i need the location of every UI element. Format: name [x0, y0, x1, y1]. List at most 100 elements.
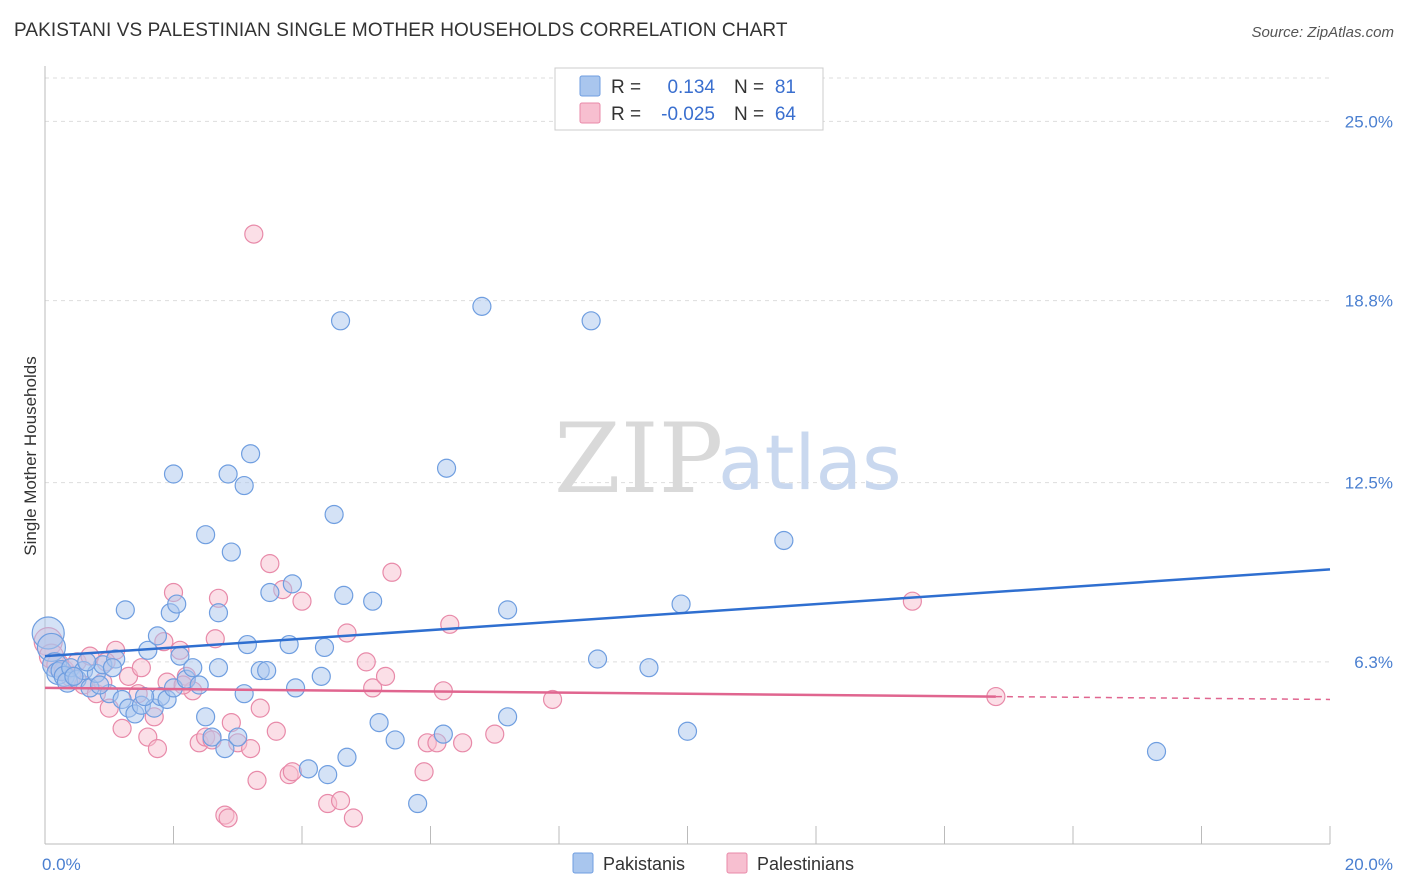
x-tick-label-1: 20.0% — [1345, 855, 1393, 874]
palestinian-point-33 — [241, 739, 261, 759]
palestinian-point-45 — [343, 808, 363, 828]
pakistani-point-80 — [134, 686, 155, 707]
legend-n-value-palestinians: 64 — [775, 104, 797, 125]
palestinian-points — [33, 224, 1006, 828]
pakistani-point-53 — [311, 666, 331, 686]
pakistani-point-52 — [298, 759, 319, 779]
pakistani-point-72 — [671, 594, 691, 614]
legend-swatch-palestinians — [579, 102, 601, 124]
palestinian-point-35 — [250, 698, 270, 718]
x-tick-label-0: 0.0% — [42, 855, 81, 874]
legend-label-palestinians: Palestinians — [757, 854, 854, 874]
y-tick-label-0: 6.3% — [1354, 653, 1393, 672]
palestinian-point-58 — [244, 224, 264, 244]
palestinian-point-48 — [375, 666, 396, 686]
pakistani-point-69 — [581, 311, 601, 331]
palestinian-point-56 — [485, 724, 505, 744]
palestinian-point-46 — [356, 652, 376, 672]
pakistani-point-39 — [196, 525, 216, 545]
pakistani-point-47 — [257, 660, 277, 681]
series-legend: Pakistanis Palestinians — [572, 852, 854, 874]
watermark-zip: ZIP — [554, 403, 723, 515]
palestinian-trend-extension — [995, 695, 1331, 701]
palestinian-point-50 — [414, 762, 434, 782]
legend-label-pakistanis: Pakistanis — [603, 854, 685, 874]
tick-labels: 6.3% 12.5% 18.8% 25.0% 0.0% 20.0% — [42, 112, 1393, 874]
pakistani-point-32 — [228, 727, 248, 747]
pakistani-point-29 — [202, 727, 222, 747]
y-axis-label: Single Mother Households — [21, 356, 40, 555]
y-tick-label-2: 18.8% — [1345, 292, 1393, 311]
pakistani-point-54 — [314, 637, 335, 658]
grid-lines — [45, 77, 1330, 663]
pakistani-point-33 — [234, 684, 254, 704]
palestinian-point-37 — [266, 721, 286, 741]
pakistani-point-66 — [472, 296, 492, 316]
pakistani-point-62 — [385, 730, 405, 750]
pakistani-point-74 — [774, 530, 794, 551]
palestinian-point-30 — [218, 808, 238, 828]
pakistani-point-60 — [363, 591, 383, 611]
pakistani-point-31 — [215, 739, 235, 759]
pakistani-point-77 — [77, 652, 97, 672]
legend-r-value-palestinians: -0.025 — [661, 104, 715, 125]
pakistani-point-55 — [318, 765, 338, 785]
pakistani-points — [31, 296, 1167, 814]
watermark: ZIP atlas — [554, 403, 902, 515]
pakistani-point-71 — [639, 658, 659, 678]
pakistani-point-26 — [183, 658, 203, 678]
palestinian-point-34 — [247, 770, 267, 791]
pakistani-point-34 — [115, 600, 135, 620]
palestinian-point-14 — [131, 658, 151, 678]
pakistani-point-43 — [234, 475, 254, 496]
legend-swatch-bottom-palestinians — [726, 852, 748, 874]
palestinian-point-36 — [260, 554, 280, 574]
pakistani-point-76 — [64, 666, 84, 686]
source-credit: Source: ZipAtlas.com — [1251, 24, 1394, 41]
pakistani-point-40 — [208, 603, 229, 623]
pakistani-point-28 — [196, 707, 216, 727]
pakistani-point-45 — [241, 444, 261, 464]
pakistani-point-70 — [587, 649, 608, 669]
legend-swatch-bottom-pakistanis — [572, 852, 594, 874]
chart-title: PAKISTANI VS PALESTINIAN SINGLE MOTHER H… — [14, 20, 788, 41]
palestinian-point-49 — [382, 562, 402, 582]
pakistani-point-79 — [102, 658, 123, 678]
pakistani-trend-line — [44, 568, 1331, 658]
pakistani-point-27 — [189, 675, 209, 695]
pakistani-point-48 — [260, 582, 280, 603]
legend-swatch-pakistanis — [579, 75, 601, 97]
palestinian-point-44 — [337, 623, 357, 643]
palestinian-point-41 — [292, 591, 312, 611]
pakistani-point-64 — [433, 724, 453, 744]
pakistani-point-78 — [90, 675, 110, 695]
pakistani-point-42 — [221, 542, 241, 562]
pakistani-point-61 — [369, 712, 389, 733]
pakistani-point-41 — [218, 464, 238, 484]
pakistani-point-51 — [285, 678, 306, 698]
legend-r-label-palestinians: R = — [611, 104, 641, 125]
palestinian-point-40 — [282, 762, 302, 782]
pakistani-point-35 — [147, 626, 168, 646]
pakistani-point-56 — [324, 504, 344, 525]
palestinian-point-55 — [453, 733, 473, 753]
palestinian-point-59 — [902, 591, 922, 611]
pakistani-point-68 — [498, 600, 518, 620]
watermark-atlas: atlas — [718, 418, 902, 507]
palestinian-point-43 — [330, 791, 351, 811]
legend-n-label-pakistanis: N = — [734, 77, 764, 98]
pakistani-point-73 — [677, 721, 698, 741]
pakistani-point-67 — [498, 707, 518, 727]
pakistani-point-57 — [330, 311, 351, 331]
trend-lines — [44, 568, 1331, 701]
pakistani-point-30 — [208, 658, 229, 678]
pakistani-point-38 — [167, 594, 187, 614]
palestinian-point-17 — [147, 739, 168, 759]
pakistani-point-65 — [436, 458, 457, 478]
legend-r-value-pakistanis: 0.134 — [667, 77, 715, 98]
pakistani-point-37 — [163, 464, 184, 484]
pakistani-point-58 — [334, 585, 354, 606]
palestinian-point-57 — [542, 689, 563, 710]
palestinian-trend-line — [44, 686, 996, 698]
